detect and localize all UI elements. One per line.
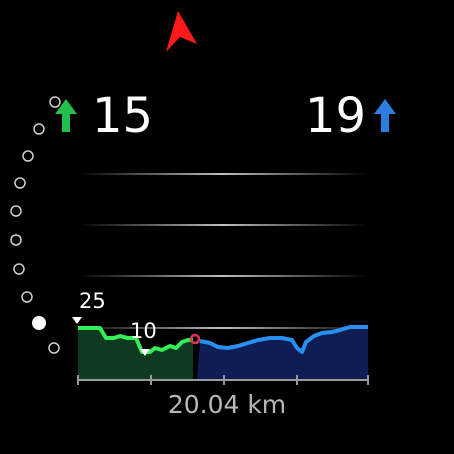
progress-dot <box>22 150 34 162</box>
heading-arrow-icon <box>166 11 197 52</box>
progress-dot <box>48 342 60 354</box>
profile-completed-area <box>78 328 193 379</box>
guide-line <box>78 224 368 226</box>
current-position-marker <box>189 333 201 345</box>
arrow-up-icon-right <box>374 99 396 132</box>
guide-line <box>78 173 368 175</box>
right-stat-value: 19 <box>305 88 367 144</box>
profile-low-label: 10 <box>130 319 157 343</box>
profile-remaining-line <box>199 325 368 354</box>
distance-readout: 20.04 km <box>167 390 287 419</box>
profile-high-label: 25 <box>79 289 106 313</box>
progress-dot <box>13 263 25 275</box>
low-marker-icon <box>140 349 150 356</box>
progress-dot <box>10 205 22 217</box>
progress-dot-current <box>32 316 46 330</box>
high-marker-icon <box>72 317 82 324</box>
profile-remaining-area <box>197 327 368 379</box>
progress-dot <box>10 234 22 246</box>
elevation-profile <box>72 317 369 385</box>
arrow-up-icon-left <box>55 99 77 132</box>
guide-line <box>78 327 368 329</box>
left-stat-value: 15 <box>92 88 154 144</box>
progress-dot <box>33 123 45 135</box>
progress-dot <box>49 96 61 108</box>
progress-dots <box>10 96 61 354</box>
guide-line <box>78 275 368 277</box>
progress-dot <box>14 177 26 189</box>
progress-dot <box>21 291 33 303</box>
